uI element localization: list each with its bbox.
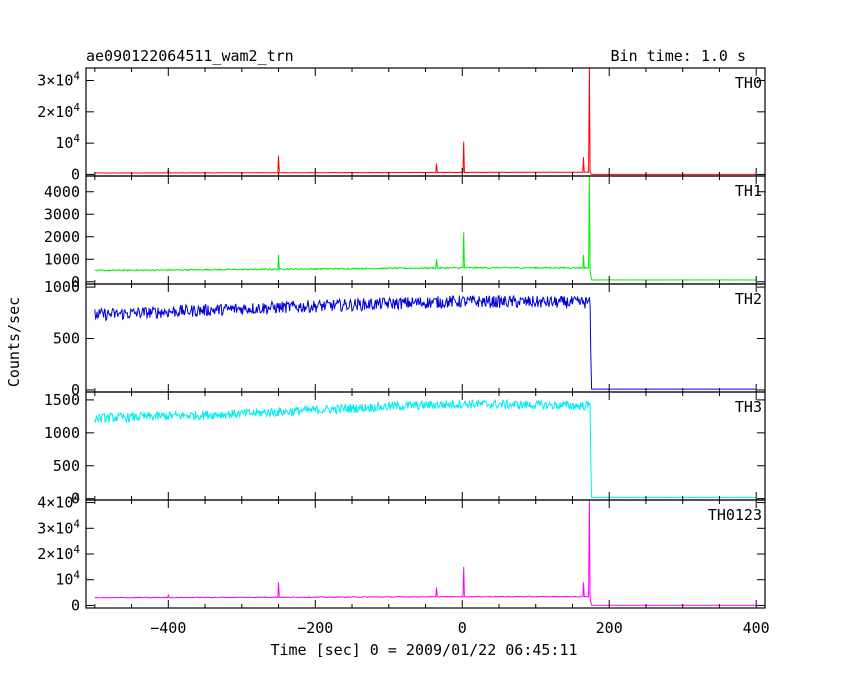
y-tick-label: 2000	[44, 228, 80, 246]
y-tick-label: 3×104	[37, 70, 80, 90]
panel-th1: TH1 0 1000 2000 3000 4000	[44, 175, 766, 291]
y-tick-label: 0	[71, 490, 80, 508]
x-axis-label: Time [sec] 0 = 2009/01/22 06:45:11	[270, 641, 577, 659]
y-tick-label: 1000	[44, 424, 80, 442]
y-tick-label: 0	[71, 273, 80, 291]
x-tick-label: −400	[150, 619, 186, 637]
x-tick-label: 400	[743, 619, 770, 637]
y-tick-label: 0	[71, 596, 80, 614]
panels-group: TH001042×1043×104TH101000200030004000TH2…	[37, 67, 766, 614]
y-tick-label: 104	[55, 132, 80, 152]
panel-th0123: TH0123 0 104 2×104 3×104 4×104	[37, 492, 766, 614]
y-tick-label: 104	[55, 569, 80, 589]
x-tick-label: −200	[297, 619, 333, 637]
y-tick-label: 4×104	[37, 492, 80, 512]
panel-label: TH1	[735, 182, 762, 200]
y-tick-label: 500	[53, 457, 80, 475]
x-tick-label: 0	[458, 619, 467, 637]
panel-label: TH3	[735, 398, 762, 416]
y-tick-label: 3×104	[37, 517, 80, 537]
series-line-th1	[94, 175, 757, 281]
x-tick-labels: −400 −200 0 200 400	[150, 619, 769, 637]
series-line-th3	[94, 398, 757, 498]
panel-label: TH0	[735, 74, 762, 92]
panel-frame	[85, 283, 766, 393]
panel-frame	[85, 391, 766, 501]
bin-time-label: Bin time: 1.0 s	[611, 47, 746, 65]
y-tick-label: 0	[71, 165, 80, 183]
series-line-th0	[94, 67, 757, 175]
y-tick-label: 2×104	[37, 543, 80, 563]
y-tick-label: 500	[53, 330, 80, 348]
y-tick-label: 4000	[44, 183, 80, 201]
panel-frame	[85, 499, 766, 609]
panel-th3: TH3 0 500 1000 1500	[44, 391, 766, 508]
y-tick-label: 1000	[44, 250, 80, 268]
panel-label: TH0123	[708, 506, 762, 524]
y-tick-label: 0	[71, 381, 80, 399]
y-tick-label: 2×104	[37, 101, 80, 121]
x-tick-label: 200	[596, 619, 623, 637]
y-tick-label: 1500	[44, 391, 80, 409]
panel-label: TH2	[735, 290, 762, 308]
series-line-th2	[94, 294, 757, 390]
panel-th0: TH0 0 104 2×104 3×104	[37, 67, 766, 183]
panel-frame	[85, 67, 766, 177]
series-line-th0123	[94, 499, 757, 606]
y-tick-label: 3000	[44, 205, 80, 223]
y-axis-label: Counts/sec	[5, 297, 23, 387]
y-tick-label: 1000	[44, 278, 80, 296]
panel-th2: TH2 0 500 1000	[44, 278, 766, 399]
chart-title: ae090122064511_wam2_trn	[86, 47, 294, 65]
